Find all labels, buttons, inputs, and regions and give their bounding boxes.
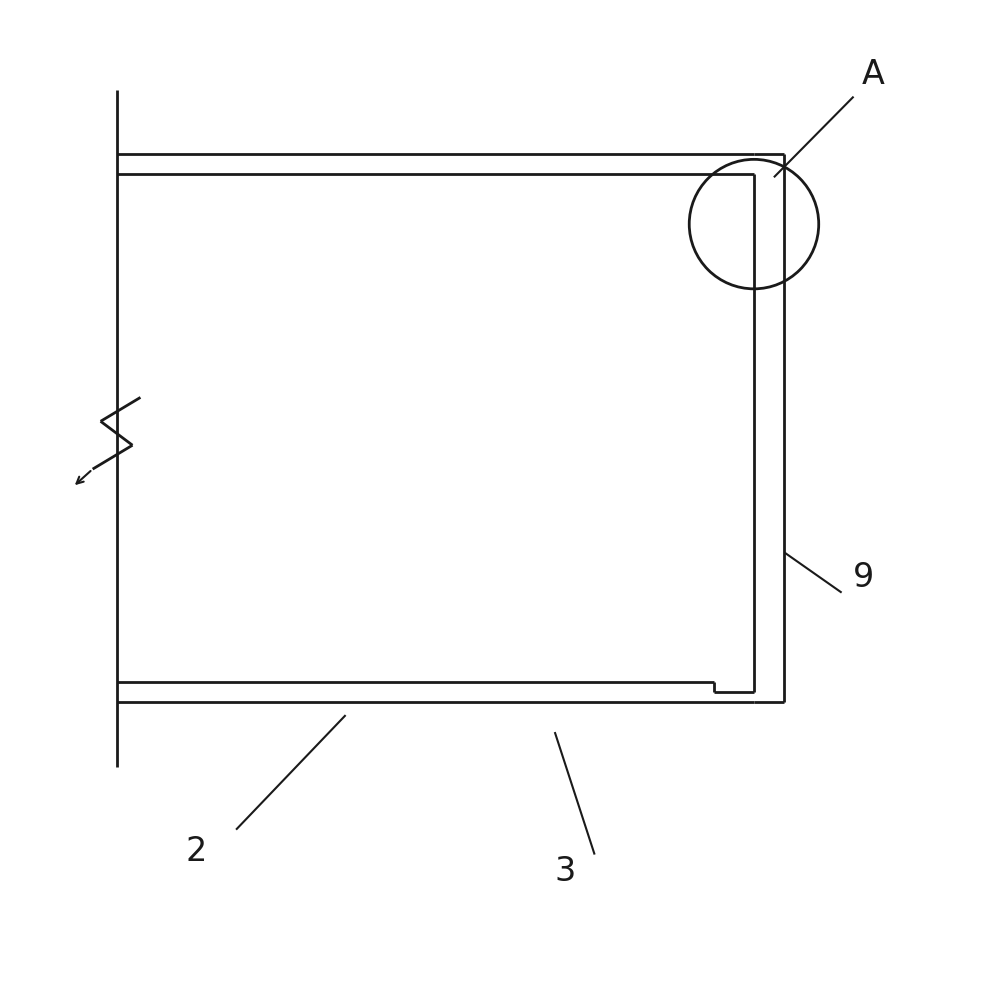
Text: 9: 9 [853,561,874,595]
Text: 2: 2 [186,835,207,869]
Text: A: A [862,58,885,92]
Text: 3: 3 [554,855,575,888]
